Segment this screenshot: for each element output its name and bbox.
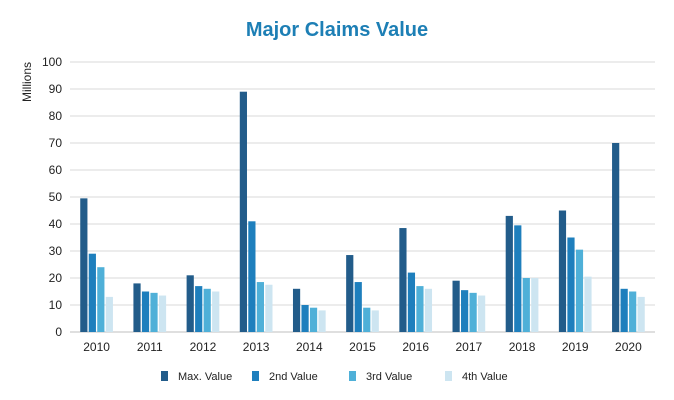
legend-swatch <box>252 371 259 381</box>
bar-max-value-2020 <box>612 143 620 332</box>
bar-2nd-value-2017 <box>461 290 469 332</box>
bar-4th-value-2020 <box>637 296 645 332</box>
x-tick-label: 2011 <box>137 340 163 354</box>
bar-max-value-2014 <box>292 288 301 332</box>
legend-label: Max. Value <box>178 371 232 383</box>
bar-4th-value-2016 <box>424 288 433 332</box>
y-tick-label: 50 <box>49 190 63 204</box>
legend-label: 4th Value <box>462 371 508 383</box>
legend-swatch <box>349 371 356 381</box>
x-tick-label: 2017 <box>456 340 483 354</box>
y-tick-label: 20 <box>49 271 63 285</box>
legend-swatch <box>445 371 452 381</box>
bar-3rd-value-2018 <box>522 278 530 332</box>
bar-3rd-value-2011 <box>150 292 158 332</box>
x-tick-label: 2013 <box>243 340 270 354</box>
bar-3rd-value-2020 <box>629 291 637 332</box>
bar-3rd-value-2016 <box>416 286 424 332</box>
bar-4th-value-2012 <box>212 291 220 332</box>
x-axis-ticks: 2010 2011 2012 2013 2014 2015 2016 2017 2018 2019… <box>83 340 642 354</box>
bar-max-value-2019 <box>558 210 567 332</box>
y-tick-label: 90 <box>49 82 63 96</box>
bar-max-value-2010 <box>80 198 88 332</box>
legend: Max. Value 2nd Value 3rd Value 4th Value <box>161 371 508 383</box>
bar-4th-value-2014 <box>318 310 326 332</box>
bar-2nd-value-2016 <box>407 272 416 332</box>
grid-lines <box>70 61 655 333</box>
legend-label: 2nd Value <box>269 371 318 383</box>
bar-4th-value-2018 <box>531 278 539 332</box>
y-tick-label: 10 <box>49 298 63 312</box>
bar-max-value-2015 <box>346 255 354 332</box>
bar-2nd-value-2012 <box>195 286 203 332</box>
bar-2nd-value-2019 <box>567 237 575 332</box>
y-axis-ticks: 0 10 20 30 40 50 60 70 80 90 100 <box>42 55 62 339</box>
legend-swatch <box>161 371 168 381</box>
bar-2nd-value-2015 <box>354 282 362 332</box>
bar-3rd-value-2013 <box>256 282 264 332</box>
bar-3rd-value-2014 <box>309 307 318 332</box>
x-tick-label: 2018 <box>509 340 536 354</box>
x-tick-label: 2019 <box>562 340 589 354</box>
y-tick-label: 100 <box>42 55 62 69</box>
bar-3rd-value-2019 <box>575 249 584 332</box>
bar-4th-value-2013 <box>265 284 273 332</box>
x-tick-label: 2016 <box>402 340 429 354</box>
bar-2nd-value-2013 <box>248 221 256 332</box>
x-tick-label: 2010 <box>83 340 110 354</box>
x-tick-label: 2020 <box>615 340 642 354</box>
bar-2nd-value-2014 <box>301 305 309 332</box>
x-tick-label: 2012 <box>190 340 217 354</box>
bar-max-value-2012 <box>186 275 194 332</box>
bar-2nd-value-2010 <box>88 253 96 332</box>
bar-3rd-value-2015 <box>363 307 371 332</box>
bar-max-value-2017 <box>452 280 460 332</box>
bar-2nd-value-2020 <box>620 288 628 332</box>
bar-max-value-2018 <box>505 215 513 332</box>
y-tick-label: 40 <box>49 217 63 231</box>
y-tick-label: 30 <box>49 244 63 258</box>
bar-2nd-value-2018 <box>514 225 522 332</box>
bar-4th-value-2010 <box>105 296 113 332</box>
bar-max-value-2013 <box>239 91 247 332</box>
bar-max-value-2016 <box>399 228 407 332</box>
bar-3rd-value-2010 <box>97 267 105 332</box>
bar-4th-value-2017 <box>478 295 486 332</box>
bar-3rd-value-2017 <box>469 292 477 332</box>
bar-max-value-2011 <box>133 283 141 332</box>
x-tick-label: 2014 <box>296 340 323 354</box>
bars <box>80 91 645 332</box>
legend-label: 3rd Value <box>366 371 412 383</box>
y-tick-label: 60 <box>49 163 63 177</box>
bar-3rd-value-2012 <box>203 288 211 332</box>
chart-title: Major Claims Value <box>246 19 428 41</box>
bar-4th-value-2019 <box>584 276 592 332</box>
bar-2nd-value-2011 <box>141 291 150 332</box>
y-tick-label: 80 <box>49 109 63 123</box>
bar-4th-value-2015 <box>371 310 379 332</box>
x-tick-label: 2015 <box>349 340 376 354</box>
y-tick-label: 0 <box>55 325 62 339</box>
y-axis-label: Millions <box>20 62 34 102</box>
y-tick-label: 70 <box>49 136 63 150</box>
bar-4th-value-2011 <box>158 295 167 332</box>
